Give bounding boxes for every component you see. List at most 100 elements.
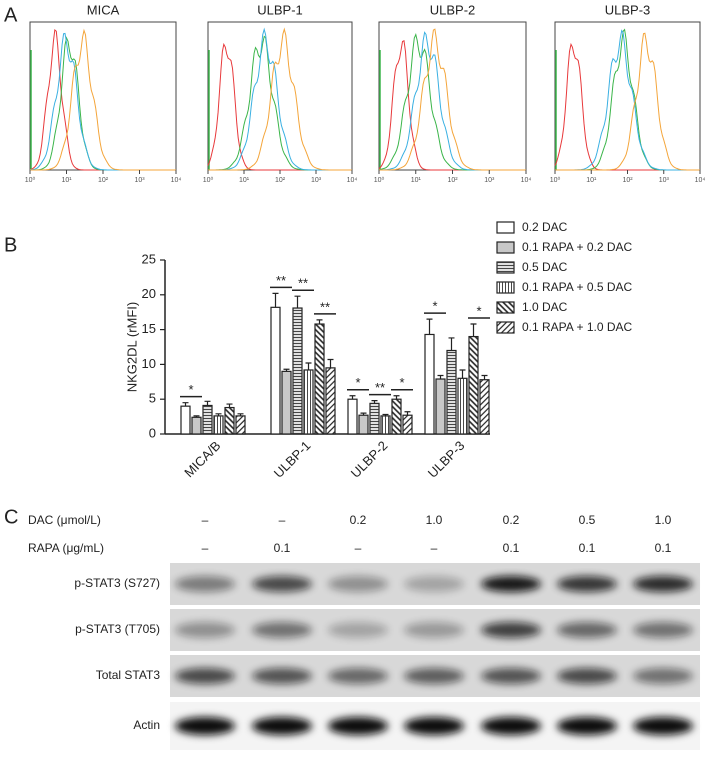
condition-value: 0.1 <box>274 541 291 555</box>
plot-title: ULBP-3 <box>605 2 651 17</box>
bar-pattern <box>315 324 324 434</box>
error-bar <box>404 411 411 416</box>
condition-value: 0.1 <box>655 541 672 555</box>
x-tick-label: ULBP-2 <box>348 438 391 481</box>
condition-value: – <box>279 513 286 527</box>
bar <box>435 378 446 435</box>
condition-value: 0.5 <box>579 513 596 527</box>
significance-label: ** <box>320 299 330 314</box>
blot-band <box>633 576 693 592</box>
significance-label: * <box>476 303 481 318</box>
blot-band <box>252 622 312 638</box>
blot-band <box>557 622 617 638</box>
x-tick-label: 10⁴ <box>347 177 358 184</box>
bar-pattern <box>236 415 245 434</box>
error-bar <box>360 412 367 416</box>
panel-label: C <box>4 506 18 528</box>
histogram-curve <box>379 31 526 171</box>
blot-band <box>328 576 388 592</box>
y-tick-label: 15 <box>142 321 156 336</box>
y-tick-label: 25 <box>142 251 156 266</box>
error-bar <box>283 368 290 372</box>
error-bar <box>393 395 400 400</box>
blot-band <box>481 717 541 735</box>
blot-band <box>557 717 617 735</box>
plot-title: MICA <box>87 2 120 17</box>
bar-pattern <box>214 415 223 434</box>
bar-pattern <box>225 407 234 434</box>
bar-pattern <box>203 405 212 434</box>
blot-band <box>481 668 541 684</box>
blot-band <box>404 717 464 735</box>
band-label: p-STAT3 (S727) <box>74 576 160 590</box>
y-tick-label: 20 <box>142 286 156 301</box>
bar-pattern <box>480 379 489 434</box>
x-tick-label: 10⁴ <box>521 177 532 184</box>
bar <box>191 416 202 435</box>
error-bar <box>448 337 455 351</box>
blot-band <box>328 668 388 684</box>
bar-pattern <box>304 369 313 434</box>
condition-label: RAPA (μg/mL) <box>28 541 104 555</box>
legend-label: 0.1 RAPA + 0.2 DAC <box>522 240 633 254</box>
legend-label: 0.1 RAPA + 1.0 DAC <box>522 320 633 334</box>
blot-band <box>557 576 617 592</box>
blot-band <box>175 668 235 684</box>
bar <box>180 405 191 435</box>
condition-value: 1.0 <box>426 513 443 527</box>
error-bar <box>316 319 323 325</box>
condition-value: – <box>202 541 209 555</box>
x-tick-label: 10² <box>447 177 458 184</box>
blot-band <box>252 576 312 592</box>
blot-band <box>175 576 235 592</box>
panel-label: B <box>4 234 17 256</box>
plot-frame <box>207 21 353 171</box>
x-tick-label: 10⁰ <box>374 176 385 184</box>
blot-band <box>633 622 693 638</box>
blot-band <box>557 668 617 684</box>
bar-pattern <box>293 308 302 434</box>
plot-frame <box>378 21 527 171</box>
condition-value: 0.1 <box>579 541 596 555</box>
x-tick-label: 10¹ <box>239 177 250 184</box>
blot-band <box>328 622 388 638</box>
histogram-curve <box>555 32 700 171</box>
error-bar <box>437 374 444 380</box>
blot-band <box>252 717 312 735</box>
x-tick-label: 10² <box>275 177 286 184</box>
error-bar <box>226 403 233 408</box>
x-tick-label: 10³ <box>659 177 670 184</box>
x-tick-label: 10⁰ <box>550 176 561 184</box>
error-bar <box>305 362 312 370</box>
histogram-curve <box>30 28 176 171</box>
plot-title: ULBP-2 <box>430 2 476 17</box>
histogram-curve <box>208 27 352 171</box>
legend-swatch-pattern <box>497 282 514 293</box>
y-tick-label: 0 <box>149 425 156 440</box>
blot-band <box>481 576 541 592</box>
histogram-curve <box>378 33 526 171</box>
x-tick-label: 10⁰ <box>203 176 214 184</box>
x-tick-label: 10⁴ <box>695 177 706 184</box>
legend-label: 0.1 RAPA + 0.5 DAC <box>522 280 633 294</box>
significance-label: ** <box>375 380 385 395</box>
histogram-curve <box>379 28 526 171</box>
histogram-curve <box>208 27 352 171</box>
bar <box>358 414 369 435</box>
bar-pattern <box>403 415 412 434</box>
error-bar <box>459 369 466 379</box>
error-bar <box>193 415 200 418</box>
error-bar <box>481 374 488 380</box>
significance-label: * <box>355 375 360 390</box>
blot-band <box>633 668 693 684</box>
band-label: p-STAT3 (T705) <box>75 622 160 636</box>
condition-value: 0.2 <box>350 513 367 527</box>
legend-swatch-pattern <box>497 322 514 333</box>
condition-label: DAC (μmol/L) <box>28 513 101 527</box>
y-axis-label: NKG2DL (rMFI) <box>124 302 139 393</box>
significance-label: * <box>399 375 404 390</box>
blot-band <box>404 668 464 684</box>
condition-value: – <box>431 541 438 555</box>
error-bar <box>426 318 433 335</box>
